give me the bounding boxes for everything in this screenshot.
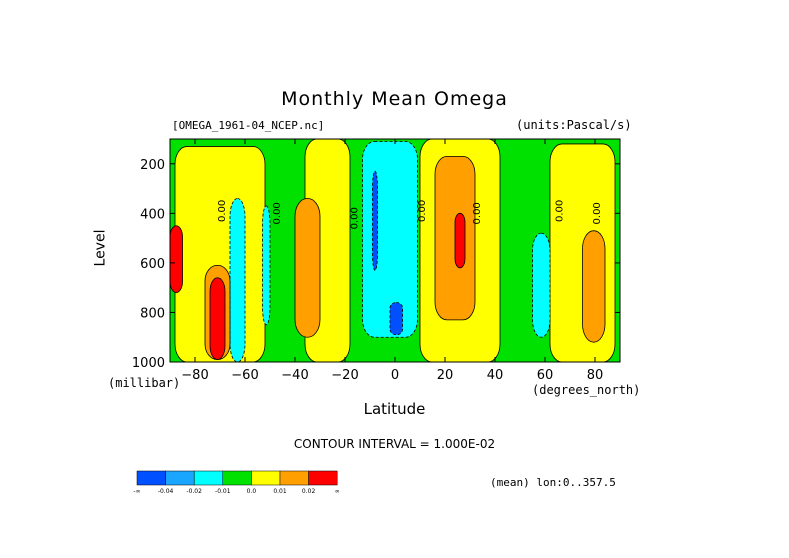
contour-region-blue <box>389 302 403 336</box>
x-axis-label: Latitude <box>363 400 426 418</box>
contour-region-red <box>170 225 183 294</box>
colorbar-label: -0.04 <box>158 488 174 495</box>
colorbar-label: 0.01 <box>273 488 287 495</box>
y-tick-label: 800 <box>140 306 165 321</box>
x-tick-label: 80 <box>587 368 604 383</box>
colorbar-swatch <box>136 470 166 486</box>
colorbar-swatch <box>279 470 309 486</box>
contour-region-red <box>209 277 226 360</box>
x-tick-label: −60 <box>231 368 258 383</box>
units-label: (units:Pascal/s) <box>516 118 632 132</box>
contour-label: 0.00 <box>592 202 603 224</box>
contour-label: 0.00 <box>217 200 228 222</box>
y-tick-label: 1000 <box>132 356 165 371</box>
contour-label: 0.00 <box>272 202 283 224</box>
colorbar-label: 0.02 <box>302 488 316 495</box>
y-tick-label: 400 <box>140 207 165 222</box>
y-tick-label: 600 <box>140 257 165 272</box>
y-axis-units: (millibar) <box>108 376 181 390</box>
contour-region-cyan <box>262 205 271 326</box>
y-axis-label: Level <box>92 229 109 267</box>
dataset-filename: [OMEGA_1961-04_NCEP.nc] <box>172 119 325 132</box>
contour-interval-label: CONTOUR INTERVAL = 1.000E-02 <box>293 437 496 451</box>
mean-longitude-label: (mean) lon:0..357.5 <box>490 476 616 489</box>
contour-region-red <box>454 212 466 269</box>
colorbar-swatch <box>308 470 338 486</box>
colorbar-label: -∞ <box>133 488 140 495</box>
contour-label: 0.00 <box>555 200 566 222</box>
contour-region-orange <box>294 198 321 338</box>
colorbar-label: ∞ <box>335 488 340 495</box>
contour-label: 0.00 <box>417 200 428 222</box>
x-tick-label: −80 <box>181 368 208 383</box>
colorbar-label: -0.01 <box>215 488 231 495</box>
colorbar-swatch <box>251 470 281 486</box>
contour-label: 0.00 <box>472 202 483 224</box>
x-tick-label: 20 <box>437 368 454 383</box>
x-tick-label: −40 <box>281 368 308 383</box>
x-axis-units: (degrees_north) <box>532 383 641 397</box>
colorbar-label: -0.02 <box>186 488 202 495</box>
y-tick-label: 200 <box>140 158 165 173</box>
contour-region-blue <box>372 170 378 271</box>
colorbar-swatch <box>165 470 195 486</box>
colorbar-swatch <box>222 470 252 486</box>
x-tick-label: −20 <box>331 368 358 383</box>
chart-title: Monthly Mean Omega <box>281 88 508 110</box>
x-tick-label: 40 <box>487 368 504 383</box>
colorbar-label: 0.0 <box>247 488 257 495</box>
x-tick-label: 0 <box>391 368 399 383</box>
contour-label: 0.00 <box>350 207 361 229</box>
contour-region-cyan <box>229 198 246 362</box>
contour-region-orange <box>582 230 606 343</box>
colorbar-swatch <box>193 470 224 486</box>
x-tick-label: 60 <box>537 368 554 383</box>
contour-region-cyan <box>532 232 551 338</box>
